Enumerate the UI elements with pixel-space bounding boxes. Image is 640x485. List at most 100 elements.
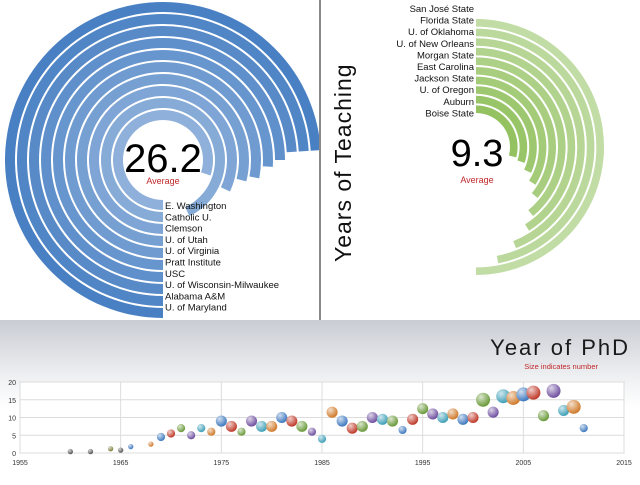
phd-bubble <box>197 424 206 433</box>
phd-bubble <box>546 383 561 398</box>
phd-bubble <box>317 434 327 443</box>
phd-bubble <box>187 431 196 440</box>
right-school-label: Boise State <box>425 108 474 119</box>
phd-bubble <box>476 392 491 407</box>
phd-bubble <box>336 415 348 427</box>
phd-bubble <box>558 404 570 416</box>
left-school-label: Catholic U. <box>165 212 211 223</box>
left-school-label: Alabama A&M <box>165 291 225 302</box>
phd-bubble <box>326 406 338 418</box>
right-teaching-panel: San José State Florida State U. of Oklahom… <box>321 0 640 320</box>
left-average-label: Average <box>146 176 179 186</box>
left-school-label: Pratt Institute <box>165 258 221 269</box>
phd-bubble <box>237 427 246 436</box>
phd-bubble <box>276 411 288 424</box>
left-teaching-panel: 26.2 Average E. Washington Catholic U. Clems… <box>0 0 321 320</box>
left-school-label: E. Washington <box>165 201 226 212</box>
left-school-label: U. of Wisconsin-Milwaukee <box>165 280 279 291</box>
panel-divider <box>319 0 321 320</box>
phd-bubble <box>398 425 407 435</box>
phd-x-tick: 1955 <box>12 460 28 467</box>
years-of-teaching-title: Years of Teaching <box>330 63 356 262</box>
phd-bubble <box>386 415 399 427</box>
phd-bubble <box>427 408 439 420</box>
phd-x-tick: 2015 <box>616 460 632 467</box>
phd-bubble <box>526 385 541 400</box>
phd-bubble <box>346 422 358 434</box>
right-school-label: Auburn <box>443 97 474 108</box>
right-school-label: San José State <box>410 4 474 15</box>
phd-bubble <box>118 447 124 453</box>
left-school-label: U. of Maryland <box>165 303 227 314</box>
phd-bubble <box>437 411 449 424</box>
phd-bubble <box>245 415 258 427</box>
phd-bubble <box>537 410 550 422</box>
phd-bubble <box>286 415 298 427</box>
phd-bubble <box>356 420 368 432</box>
phd-x-tick: 1995 <box>415 460 431 467</box>
right-rings <box>476 19 604 275</box>
phd-bubble <box>215 415 227 427</box>
right-ring-8 <box>476 86 537 173</box>
phd-bubble <box>447 408 459 420</box>
phd-y-tick: 0 <box>12 451 16 458</box>
right-ring-5 <box>476 57 566 217</box>
right-school-label: East Carolina <box>417 62 475 73</box>
right-average-value: 9.3 <box>451 133 504 175</box>
left-school-label: USC <box>165 269 185 280</box>
phd-bubble <box>467 411 479 424</box>
right-ring-7 <box>476 76 547 185</box>
phd-bubble <box>566 399 581 414</box>
phd-bubble <box>225 420 237 432</box>
right-school-label: Jackson State <box>414 74 474 85</box>
phd-bubble <box>256 420 268 432</box>
phd-bubble <box>176 424 186 433</box>
right-school-label: Florida State <box>420 16 474 27</box>
right-school-label: U. of New Orleans <box>396 39 474 50</box>
phd-bubble <box>307 427 317 436</box>
phd-bubble <box>376 413 388 425</box>
phd-bubble <box>128 443 134 450</box>
left-school-label: U. of Virginia <box>165 246 220 257</box>
phd-bubble <box>67 448 73 455</box>
phd-x-tick: 1965 <box>113 460 129 467</box>
right-ring-9 <box>476 95 528 163</box>
phd-bubble <box>107 446 114 452</box>
left-school-label: U. of Utah <box>165 235 208 246</box>
phd-x-tick: 1985 <box>314 460 330 467</box>
phd-bubble <box>579 424 588 433</box>
phd-bubble <box>407 413 419 425</box>
right-school-label: Morgan State <box>417 50 474 61</box>
phd-x-tick: 2005 <box>516 460 532 467</box>
phd-bubble <box>457 413 469 425</box>
phd-panel: Year of PhD Size indicates number 0 5 10 15 20… <box>0 320 640 480</box>
phd-y-tick: 20 <box>8 380 16 387</box>
phd-bubble <box>166 429 176 438</box>
left-average-value: 26.2 <box>124 137 202 181</box>
phd-y-tick: 15 <box>8 398 16 405</box>
phd-bubble <box>207 427 216 436</box>
right-average-label: Average <box>460 175 493 185</box>
right-school-label: U. of Oklahoma <box>408 27 475 38</box>
phd-title: Year of PhD <box>490 335 630 360</box>
right-ring-4 <box>476 47 576 231</box>
phd-bubble <box>296 420 308 432</box>
phd-bubble <box>156 432 166 442</box>
phd-bubble <box>148 441 154 447</box>
phd-bubble <box>417 403 429 415</box>
phd-y-tick: 5 <box>12 433 16 440</box>
phd-bubble <box>487 406 499 418</box>
phd-bubble-chart: Year of PhD Size indicates number 0 5 10 15 20… <box>8 335 632 467</box>
right-ring-10 <box>476 105 518 158</box>
phd-bubbles <box>67 383 588 455</box>
right-ring-6 <box>476 67 556 198</box>
right-school-label: U. of Oregon <box>420 85 474 96</box>
phd-y-tick: 10 <box>8 416 16 423</box>
phd-subtitle: Size indicates number <box>524 362 598 371</box>
left-school-label: Clemson <box>165 224 203 235</box>
